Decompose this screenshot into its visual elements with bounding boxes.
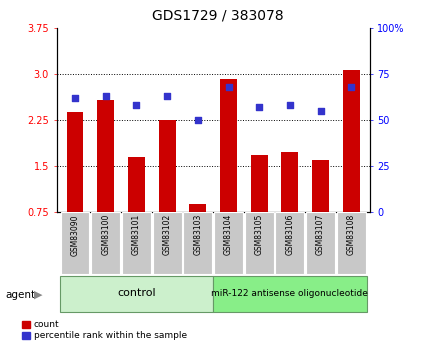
Text: miR-122 antisense oligonucleotide: miR-122 antisense oligonucleotide [211,289,368,298]
Bar [312,160,328,212]
Bar [220,79,237,212]
Bar [128,157,145,212]
Bar [122,212,151,274]
Bar [336,212,365,274]
Text: GSM83104: GSM83104 [224,214,233,255]
Text: GSM83101: GSM83101 [132,214,141,255]
Point [163,93,170,99]
Text: control: control [117,288,155,298]
Bar [97,100,114,212]
Bar [152,212,181,274]
Point [71,95,78,100]
Bar [60,212,89,274]
Bar [281,152,298,212]
Text: GSM83102: GSM83102 [162,214,171,255]
Point [255,104,262,110]
Text: GSM83090: GSM83090 [70,214,79,256]
Point [316,108,323,114]
Bar [213,276,366,312]
Bar [342,70,359,212]
Point [102,93,109,99]
Text: GSM83107: GSM83107 [316,214,324,255]
Text: agent: agent [5,290,35,300]
Bar [275,212,304,274]
Point [286,102,293,108]
Bar [244,212,273,274]
Point [133,102,140,108]
Bar [91,212,120,274]
Point [224,84,231,89]
Bar [214,212,242,274]
Bar [158,120,175,212]
Text: GSM83106: GSM83106 [285,214,294,255]
Point [347,84,354,89]
Text: GSM83103: GSM83103 [193,214,202,255]
Text: GSM83105: GSM83105 [254,214,263,255]
Bar [66,112,83,212]
Bar [189,204,206,212]
Text: GDS1729 / 383078: GDS1729 / 383078 [151,9,283,23]
Bar [59,276,213,312]
Bar [250,155,267,212]
Text: ▶: ▶ [33,290,42,300]
Text: GSM83108: GSM83108 [346,214,355,255]
Bar [306,212,334,274]
Text: GSM83100: GSM83100 [101,214,110,255]
Legend: count, percentile rank within the sample: count, percentile rank within the sample [22,320,186,341]
Bar [183,212,212,274]
Point [194,117,201,122]
